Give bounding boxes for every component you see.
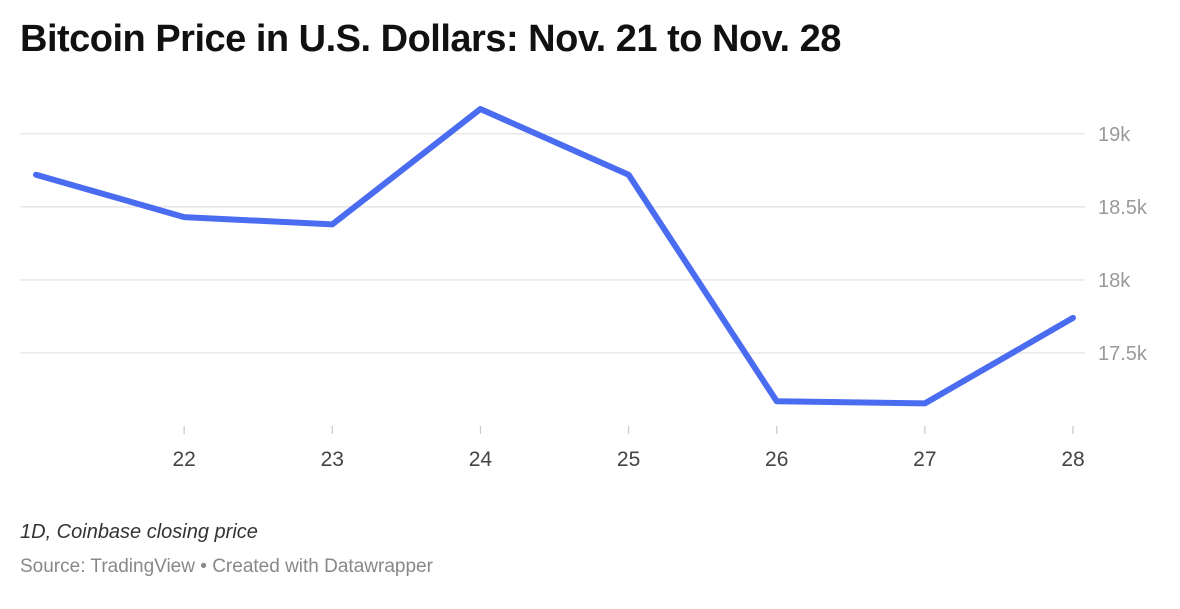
price-line <box>33 106 1076 407</box>
x-tick-label: 24 <box>469 448 493 471</box>
x-tick-label: 25 <box>617 448 640 471</box>
chart-area: 17.5k 18k 18.5k 19k 22 23 24 25 26 27 28 <box>0 90 1180 510</box>
x-tick-label: 26 <box>765 448 788 471</box>
line-chart: 17.5k 18k 18.5k 19k 22 23 24 25 26 27 28 <box>20 106 1148 471</box>
y-gridlines <box>20 133 1085 354</box>
x-tick-label: 28 <box>1061 448 1084 471</box>
y-axis-labels: 17.5k 18k 18.5k 19k <box>1098 124 1148 365</box>
chart-footer: Source: TradingView • Created with Dataw… <box>20 556 433 578</box>
y-tick-label: 18.5k <box>1098 197 1148 219</box>
x-tick-label: 22 <box>172 448 195 471</box>
y-tick-label: 17.5k <box>1098 343 1148 365</box>
source-text: Source: TradingView <box>20 556 195 577</box>
x-tick-label: 23 <box>321 448 344 471</box>
credit-text: Created with Datawrapper <box>212 556 433 577</box>
x-tick-label: 27 <box>913 448 936 471</box>
x-axis: 22 23 24 25 26 27 28 <box>172 426 1085 471</box>
y-tick-label: 18k <box>1098 270 1131 292</box>
y-tick-label: 19k <box>1098 124 1131 146</box>
chart-note: 1D, Coinbase closing price <box>20 521 258 543</box>
footer-separator: • <box>200 556 207 577</box>
series-layer <box>33 106 1076 407</box>
chart-title: Bitcoin Price in U.S. Dollars: Nov. 21 t… <box>20 18 841 60</box>
